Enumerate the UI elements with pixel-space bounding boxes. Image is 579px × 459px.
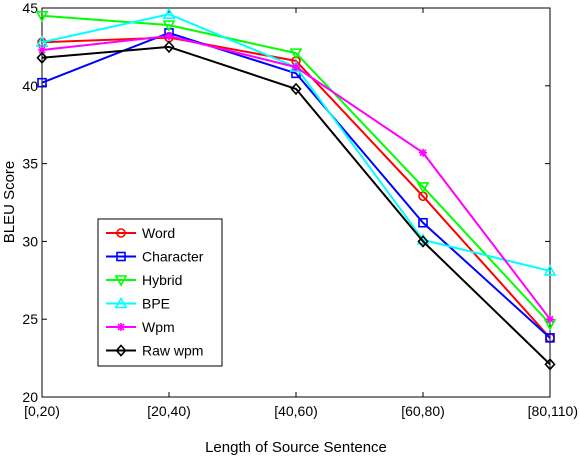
series-hybrid: [35, 10, 557, 331]
data-point: [292, 63, 300, 72]
data-point: [162, 20, 176, 32]
data-point: [417, 235, 429, 248]
data-point: [544, 358, 556, 371]
data-point: [289, 48, 303, 60]
y-tick-label: 20: [22, 389, 38, 405]
x-axis-ticks: [0,20) [20,40) [40,60) [60,80) [80,110): [24, 8, 578, 419]
y-tick-label: 40: [22, 78, 38, 94]
legend-label: Word: [142, 225, 175, 241]
legend-marker: [114, 296, 128, 309]
data-point: [418, 217, 428, 228]
legend: Word Character Hybrid BPE Wpm Raw wpm: [97, 218, 223, 367]
y-tick-label: 30: [22, 233, 38, 249]
y-axis-ticks: 20 25 30 35 40 45: [22, 0, 550, 405]
legend-label: Raw wpm: [142, 343, 203, 359]
data-point: [543, 264, 557, 276]
data-point: [290, 82, 302, 96]
legend-marker: [116, 251, 126, 262]
legend-box: [97, 218, 223, 367]
legend-item: Character: [106, 249, 204, 265]
series-line: [41, 45, 551, 366]
series-line: [41, 31, 551, 339]
legend-label: BPE: [142, 296, 170, 312]
data-point: [35, 10, 49, 23]
legend-item: BPE: [106, 296, 170, 312]
legend-label: Hybrid: [142, 272, 182, 288]
legend-marker: [116, 228, 126, 238]
series-wpm: [38, 32, 554, 324]
data-point: [165, 32, 173, 41]
data-point: [419, 148, 427, 157]
y-axis-label: BLEU Score: [1, 161, 18, 244]
y-tick-label: 35: [22, 156, 38, 172]
legend-item: Hybrid: [106, 272, 182, 288]
legend-label: Wpm: [142, 319, 175, 335]
data-point: [545, 333, 555, 343]
x-tick-label: [0,20): [24, 403, 60, 419]
legend-item: Raw wpm: [106, 343, 203, 359]
legend-marker: [114, 275, 128, 287]
legend-marker: [115, 344, 127, 357]
data-point: [36, 51, 48, 64]
data-point: [546, 315, 554, 324]
x-axis-label: Length of Source Sentence: [205, 439, 387, 456]
series-raw-wpm: [36, 40, 556, 371]
data-point: [37, 77, 47, 88]
legend-marker: [117, 323, 125, 331]
x-tick-label: [80,110): [528, 403, 578, 419]
data-point: [162, 7, 176, 20]
data-point: [38, 46, 46, 55]
x-tick-label: [40,60): [274, 403, 318, 419]
x-tick-label: [60,80): [401, 403, 445, 419]
series-line: [41, 14, 551, 325]
legend-label: Character: [142, 249, 204, 265]
data-point: [416, 182, 430, 194]
y-tick-label: 25: [22, 311, 38, 327]
y-tick-label: 45: [22, 0, 38, 16]
data-point: [163, 40, 175, 54]
legend-item: Wpm: [106, 319, 175, 335]
series-group: [35, 7, 557, 371]
x-tick-label: [20,40): [147, 403, 191, 419]
legend-item: Word: [106, 225, 175, 241]
